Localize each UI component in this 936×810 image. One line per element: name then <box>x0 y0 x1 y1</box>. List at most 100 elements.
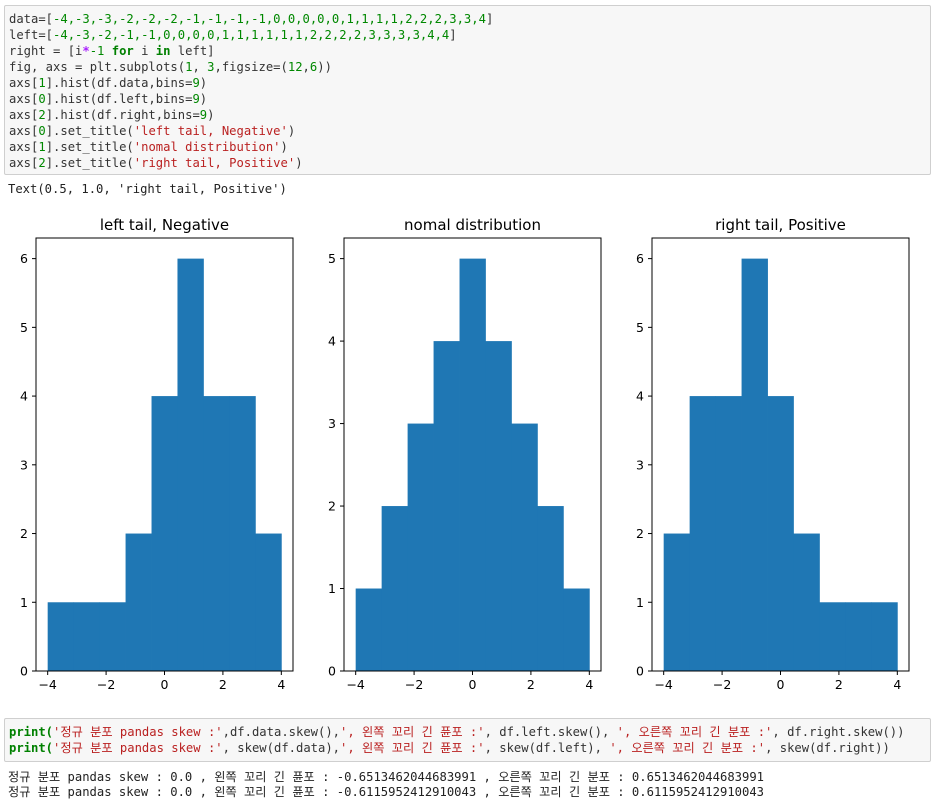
code-line: axs[2].set_title('right tail, Positive') <box>9 155 926 171</box>
subplot-2: −4 −2 0 2 4 0 1 2 3 4 5 nomal distribution <box>328 216 602 692</box>
histogram-bar <box>715 396 742 671</box>
histogram-bar <box>663 533 691 671</box>
histogram-bar <box>99 602 126 671</box>
code-editor-2[interactable]: print('정규 분포 pandas skew :',df.data.skew… <box>9 724 926 756</box>
code-token: 3 <box>207 60 215 74</box>
x-tick-label: 2 <box>835 677 843 692</box>
code-token <box>104 44 111 58</box>
code-token: print( <box>9 741 54 755</box>
histogram-bar <box>355 588 383 671</box>
y-tick-label: 2 <box>20 526 28 541</box>
x-tick-label: −2 <box>713 677 731 692</box>
histogram-bar <box>459 258 486 671</box>
code-token: , df.right.skew()) <box>772 725 905 739</box>
histogram-bar <box>767 396 794 671</box>
x-tick-label: −2 <box>97 677 115 692</box>
histogram-bar <box>537 506 564 671</box>
code-token: in <box>155 44 171 58</box>
code-cell-1[interactable]: data=[-4,-3,-3,-2,-2,-2,-1,-1,-1,-1,0,0,… <box>4 5 931 175</box>
code-token: ) <box>295 156 303 170</box>
code-token: ) <box>199 92 208 106</box>
histogram-bar <box>819 602 846 671</box>
code-token: ', 오른쪽 꼬리 긴 분포 :' <box>609 741 766 755</box>
y-tick-label: 0 <box>20 664 28 679</box>
x-tick-label: 0 <box>161 677 169 692</box>
histogram-bar <box>47 602 75 671</box>
code-token: 1 <box>38 140 46 154</box>
y-tick-label: 0 <box>328 664 336 679</box>
x-tick-label: −4 <box>654 677 672 692</box>
code-line: axs[1].hist(df.data,bins=9) <box>9 75 926 91</box>
y-tick-label: 2 <box>636 526 644 541</box>
code-token: 12 <box>287 60 303 74</box>
histogram-bar <box>203 396 230 671</box>
y-tick-label: 5 <box>20 320 28 335</box>
histogram-bar <box>871 602 898 671</box>
histogram-bar <box>407 423 434 671</box>
code-token: ].set_title( <box>45 140 134 154</box>
subplot-title: left tail, Negative <box>100 216 229 234</box>
code-token: , <box>192 60 208 74</box>
code-token: right = [i <box>9 44 83 58</box>
code-token: 9 <box>192 76 200 90</box>
histogram-bar <box>793 533 820 671</box>
code-token: , <box>302 60 310 74</box>
code-token: ) <box>287 124 296 138</box>
code-line: right = [i*-1 for i in left] <box>9 43 926 59</box>
x-tick-label: −2 <box>405 677 423 692</box>
code-token: data=[ <box>9 12 54 26</box>
code-token: 'left tail, Negative' <box>133 124 288 138</box>
code-token: '정규 분포 pandas skew :' <box>53 725 223 739</box>
y-tick-label: 3 <box>20 457 28 472</box>
code-editor-1[interactable]: data=[-4,-3,-3,-2,-2,-2,-1,-1,-1,-1,0,0,… <box>9 11 926 171</box>
code-token: i <box>133 44 156 58</box>
code-token: ,df.data.skew(), <box>222 725 341 739</box>
code-token: axs[ <box>9 124 39 138</box>
y-tick-label: 1 <box>20 595 28 610</box>
code-token: print( <box>9 725 54 739</box>
code-token: 1 <box>38 76 46 90</box>
histogram-bar <box>741 258 768 671</box>
y-tick-label: 5 <box>636 320 644 335</box>
histogram-bar <box>485 341 512 671</box>
code-token: axs[ <box>9 140 39 154</box>
histogram-bar <box>125 533 152 671</box>
y-tick-label: 2 <box>328 499 336 514</box>
code-token: axs[ <box>9 156 39 170</box>
code-line: left=[-4,-3,-2,-1,-1,0,0,0,0,1,1,1,1,1,1… <box>9 27 926 43</box>
code-line: fig, axs = plt.subplots(1, 3,figsize=(12… <box>9 59 926 75</box>
code-token: 9 <box>199 108 208 122</box>
histogram-bar <box>563 588 590 671</box>
code-line: axs[2].hist(df.right,bins=9) <box>9 107 926 123</box>
code-token: axs[ <box>9 92 39 106</box>
code-token: ', 왼쪽 꼬리 긴 퓬포 :' <box>340 741 485 755</box>
x-tick-label: 2 <box>527 677 535 692</box>
code-token: -4,-3,-2,-1,-1,0,0,0,0,1,1,1,1,1,1,2,2,2… <box>53 28 450 42</box>
y-tick-label: 4 <box>636 389 644 404</box>
y-tick-label: 6 <box>20 251 28 266</box>
x-tick-label: 4 <box>277 677 285 692</box>
code-token: '정규 분포 pandas skew :' <box>53 741 223 755</box>
code-token: ) <box>207 108 215 122</box>
histogram-bar <box>229 396 256 671</box>
code-token: , skew(df.left), <box>484 741 610 755</box>
code-cell-2[interactable]: print('정규 분포 pandas skew :',df.data.skew… <box>4 718 931 762</box>
y-tick-label: 1 <box>636 595 644 610</box>
code-token: 2 <box>38 156 46 170</box>
code-token: ) <box>280 140 288 154</box>
code-token: ', 오른쪽 꼬리 긴 분포 :' <box>616 725 773 739</box>
y-tick-label: 6 <box>636 251 644 266</box>
code-token: 2 <box>38 108 46 122</box>
code-token: * <box>82 44 90 58</box>
code-token: 1 <box>185 60 193 74</box>
code-line: print('정규 분포 pandas skew :', skew(df.dat… <box>9 740 926 756</box>
code-token: )) <box>317 60 332 74</box>
code-token: ) <box>199 76 208 90</box>
code-token: ].set_title( <box>45 124 134 138</box>
x-tick-label: 4 <box>893 677 901 692</box>
y-tick-label: 1 <box>328 581 336 596</box>
print-output-line-2: 정규 분포 pandas skew : 0.0 , 왼쪽 꼬리 긴 퓬포 : -… <box>8 785 765 799</box>
print-output-line-1: 정규 분포 pandas skew : 0.0 , 왼쪽 꼬리 긴 퓬포 : -… <box>8 770 765 784</box>
histogram-bar <box>433 341 460 671</box>
code-token: ].set_title( <box>45 156 134 170</box>
